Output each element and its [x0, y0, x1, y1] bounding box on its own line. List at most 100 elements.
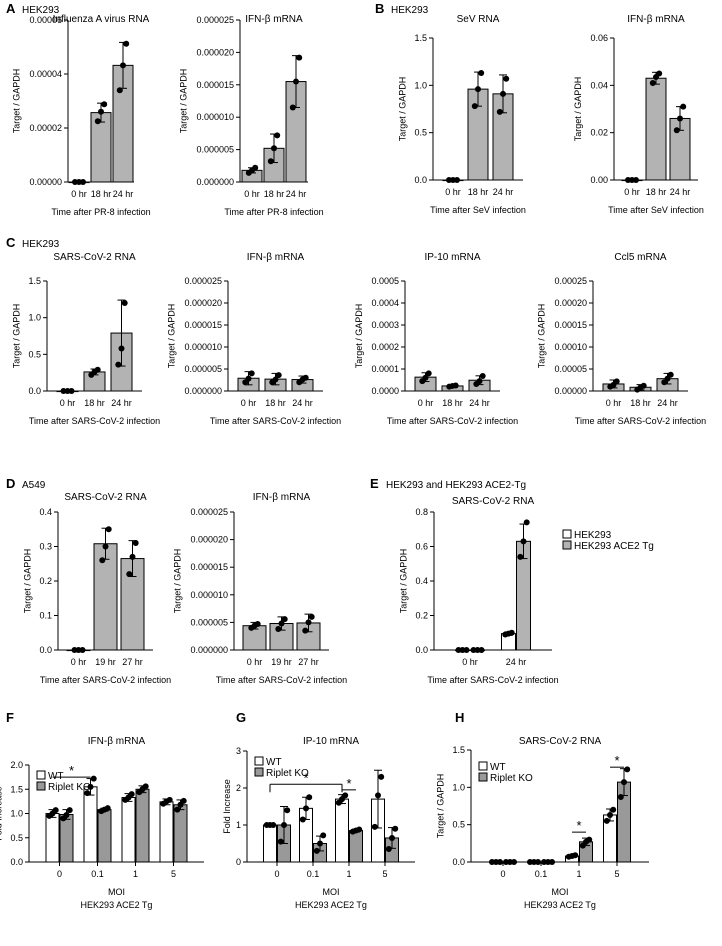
- x-tick-label: 18 hr: [468, 187, 489, 197]
- data-point: [667, 371, 674, 378]
- panel-label-a: A: [6, 1, 16, 16]
- y-axis-label: Target / GAPDH: [397, 77, 407, 142]
- y-tick-label: 0.0: [415, 645, 428, 655]
- bar-1-3: [173, 804, 188, 863]
- data-point: [389, 834, 395, 841]
- data-point: [289, 104, 296, 111]
- x-tick-label: 0.1: [535, 869, 548, 879]
- significance-star: *: [69, 763, 74, 778]
- y-axis-label: Target / GAPDH: [11, 304, 21, 369]
- data-point: [586, 836, 593, 843]
- panel-label-c: C: [6, 235, 16, 250]
- x-axis-label: MOI: [552, 887, 569, 897]
- x-tick-label: 19 hr: [95, 657, 116, 667]
- chart-title: SARS-CoV-2 RNA: [64, 492, 147, 503]
- x-axis-label: Time after SeV infection: [608, 205, 704, 215]
- data-point: [66, 807, 73, 814]
- y-tick-label: 1.0: [28, 313, 41, 323]
- bar-0-1: [645, 77, 667, 181]
- legend-label: WT: [266, 757, 282, 768]
- x-tick-label: 24 hr: [469, 398, 490, 408]
- chart-title: Ccl5 mRNA: [614, 252, 667, 263]
- x-axis-label: Time after SARS-CoV-2 infection: [387, 416, 518, 426]
- y-tick-label: 0.000025: [196, 15, 234, 25]
- chart-title: SARS-CoV-2 RNA: [519, 736, 602, 747]
- legend-swatch: [562, 529, 572, 539]
- x-tick-label: 0 hr: [418, 398, 434, 408]
- data-point: [497, 859, 503, 865]
- data-point: [296, 54, 303, 61]
- panel-b-cell-line: HEK293: [391, 5, 429, 16]
- y-tick-label: 1.0: [452, 782, 465, 792]
- data-point: [306, 794, 313, 801]
- bar-0-2: [335, 798, 349, 863]
- y-tick-label: 0.0: [414, 175, 427, 185]
- x-tick-label: 18 hr: [264, 189, 285, 199]
- y-tick-label: 0.00004: [29, 69, 62, 79]
- data-point: [118, 345, 125, 352]
- data-point: [245, 375, 252, 382]
- data-point: [105, 526, 112, 533]
- data-point: [680, 103, 687, 110]
- y-tick-label: 0.0005: [371, 276, 399, 286]
- x-tick-label: 18 hr: [442, 398, 463, 408]
- data-point: [94, 118, 101, 125]
- panel-a-cell-line: HEK293: [22, 5, 60, 16]
- y-tick-label: 0.00025: [554, 276, 587, 286]
- data-point: [305, 619, 312, 626]
- data-point: [375, 792, 381, 799]
- x-tick-label: 24 hr: [657, 398, 678, 408]
- x-tick-label: 18 hr: [84, 398, 105, 408]
- legend-swatch: [478, 772, 488, 782]
- x-tick-label: 19 hr: [271, 657, 292, 667]
- y-axis-label: Target / GAPDH: [398, 549, 408, 614]
- data-point: [267, 158, 274, 165]
- legend-label: WT: [490, 762, 506, 773]
- y-tick-label: 0.5: [10, 833, 23, 843]
- data-point: [520, 538, 527, 545]
- data-point: [392, 825, 399, 832]
- data-point: [180, 797, 187, 804]
- x-tick-label: 1: [576, 869, 581, 879]
- y-tick-label: 2.0: [10, 760, 23, 770]
- chart-title: IFN-β mRNA: [88, 736, 146, 747]
- legend-swatch: [254, 756, 264, 766]
- y-tick-label: 3: [236, 746, 241, 756]
- data-point: [479, 373, 486, 380]
- y-tick-label: 1.0: [10, 809, 23, 819]
- data-point: [94, 366, 101, 373]
- bar-1-0: [59, 813, 74, 863]
- chart-title: Influenza A virus RNA: [53, 14, 150, 25]
- data-point: [342, 792, 349, 799]
- x-axis-label: Time after SARS-CoV-2 infection: [40, 675, 171, 685]
- data-point: [275, 372, 282, 379]
- data-point: [126, 571, 133, 578]
- x-tick-label: 0 hr: [71, 657, 87, 667]
- x-tick-label: 0: [274, 869, 279, 879]
- legend-swatch: [254, 767, 264, 777]
- x-axis-label: Time after SARS-CoV-2 infection: [575, 416, 706, 426]
- x-tick-label: 18 hr: [265, 398, 286, 408]
- data-point: [523, 519, 530, 526]
- y-tick-label: 0.0003: [371, 320, 399, 330]
- x-tick-label: 24 hr: [113, 189, 134, 199]
- data-point: [673, 127, 680, 134]
- data-point: [166, 796, 173, 803]
- x-tick-label: 18 hr: [646, 187, 667, 197]
- bar-0-1: [83, 786, 98, 863]
- y-tick-label: 0.00015: [554, 320, 587, 330]
- data-point: [478, 647, 485, 653]
- legend-label: HEK293: [574, 530, 612, 541]
- significance-star: *: [576, 818, 581, 833]
- data-point: [422, 374, 429, 381]
- y-tick-label: 0.0: [452, 857, 465, 867]
- chart-title: IFN-β mRNA: [253, 492, 311, 503]
- y-tick-label: 0.00002: [29, 123, 62, 133]
- legend-swatch: [562, 540, 572, 550]
- bar-1-2: [349, 830, 363, 863]
- x-tick-label: 1: [346, 869, 351, 879]
- x-tick-label: 0 hr: [445, 187, 461, 197]
- x-axis-label: Time after SARS-CoV-2 infection: [216, 675, 347, 685]
- x-axis-sublabel: HEK293 ACE2 Tg: [295, 900, 367, 910]
